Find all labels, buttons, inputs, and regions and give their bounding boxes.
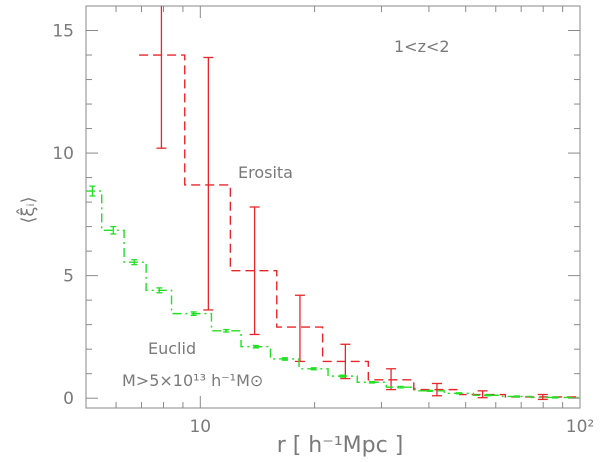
y-axis-label: ⟨ξ̂ᵢ⟩	[16, 196, 39, 223]
y-tick-label: 0	[63, 389, 74, 409]
tick-labels: 0 5 10 15 10 10²	[52, 22, 594, 437]
annotation-redshift: 1<z<2	[394, 37, 450, 56]
x-tick-label: 10	[189, 417, 211, 437]
annotation-mass-cut: M>5×10¹³ h⁻¹M⊙	[122, 371, 263, 390]
series-label-erosita: Erosita	[238, 163, 293, 182]
x-tick-label: 10²	[566, 417, 594, 437]
series-layer	[86, 6, 580, 401]
series-erosita-step-line	[139, 54, 580, 398]
x-axis-label: r [ h⁻¹Mpc ]	[277, 433, 404, 458]
y-tick-label: 10	[52, 144, 74, 164]
axes-ticks	[85, 5, 581, 408]
y-tick-label: 15	[52, 22, 74, 42]
series-euclid-step-line	[86, 190, 580, 399]
plot-frame	[85, 5, 581, 409]
y-tick-label: 5	[63, 267, 74, 287]
series-label-euclid: Euclid	[148, 339, 196, 358]
